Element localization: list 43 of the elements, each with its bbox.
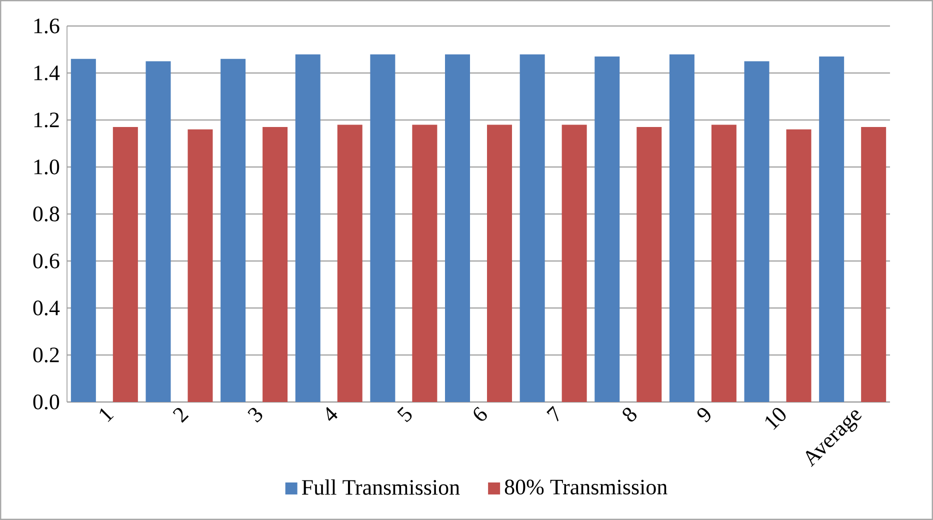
- bar: [337, 124, 362, 402]
- bar: [669, 54, 694, 402]
- bar: [861, 127, 886, 402]
- legend-label: Full Transmission: [302, 479, 460, 495]
- bar: [370, 54, 396, 402]
- bar: [146, 61, 171, 402]
- x-tick-label: 10: [765, 408, 786, 430]
- x-tick-label: 5: [397, 406, 412, 422]
- y-tick-label: 1.6: [34, 18, 60, 34]
- y-tick-label: 0.6: [33, 254, 60, 268]
- bar: [711, 124, 736, 402]
- x-tick-label: 9: [697, 408, 710, 422]
- x-tick-label: 2: [172, 408, 189, 423]
- x-tick-label: 1: [100, 408, 114, 422]
- bar: [636, 127, 662, 402]
- bar: [70, 58, 96, 402]
- y-tick-label: 0.2: [33, 348, 59, 362]
- bar: [262, 127, 288, 402]
- x-tick-label: 8: [622, 408, 636, 422]
- x-tick-label: 7: [546, 406, 559, 422]
- bar: [112, 127, 138, 402]
- y-tick-label: 1.2: [34, 112, 59, 128]
- bar: [412, 124, 438, 402]
- y-tick-label: 0.4: [33, 300, 60, 316]
- bar: [594, 56, 620, 402]
- bar: [744, 61, 770, 402]
- bar: [445, 54, 470, 402]
- y-tick-label: 1.0: [34, 160, 60, 174]
- bar: [295, 54, 320, 402]
- x-tick-label: 6: [474, 406, 487, 421]
- bar: [188, 129, 213, 402]
- legend-label: 80% Transmission: [504, 480, 668, 495]
- y-tick-label: 1.4: [34, 66, 60, 80]
- bar: [520, 54, 545, 402]
- bar: [220, 58, 246, 402]
- x-tick-label: 4: [326, 407, 338, 421]
- y-tick-label: 0.8: [33, 206, 60, 222]
- bar: [819, 56, 844, 402]
- bar: [562, 124, 587, 402]
- bar: [487, 124, 512, 402]
- x-tick-label: 3: [248, 408, 262, 422]
- y-tick-label: 0.0: [33, 394, 60, 410]
- bar: [786, 129, 812, 402]
